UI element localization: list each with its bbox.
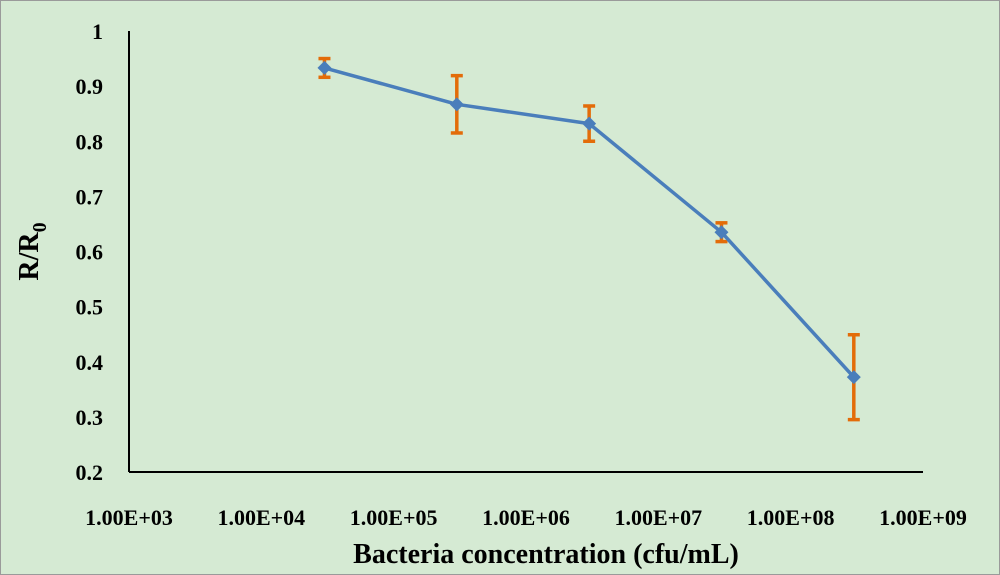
data-point bbox=[317, 60, 332, 75]
y-tick-label: 0.5 bbox=[76, 295, 104, 320]
y-axis-title: R/R0 bbox=[14, 222, 51, 280]
y-axis-title-subscript: 0 bbox=[29, 222, 51, 232]
y-tick-label: 0.3 bbox=[76, 405, 104, 430]
y-tick-label: 1 bbox=[92, 19, 103, 44]
y-tick-label: 0.4 bbox=[76, 350, 104, 375]
x-tick-label: 1.00E+06 bbox=[482, 505, 570, 530]
data-point bbox=[714, 225, 729, 240]
x-tick-label: 1.00E+07 bbox=[614, 505, 702, 530]
data-markers bbox=[317, 60, 861, 385]
x-tick-labels: 1.00E+03 1.00E+04 1.00E+05 1.00E+06 1.00E+07… bbox=[85, 505, 967, 530]
x-tick-label: 1.00E+04 bbox=[217, 505, 305, 530]
y-tick-label: 0.8 bbox=[76, 129, 104, 154]
x-tick-label: 1.00E+09 bbox=[879, 505, 967, 530]
y-tick-label: 0.2 bbox=[76, 460, 104, 485]
y-axis-title-main: R/R bbox=[14, 232, 45, 281]
y-tick-label: 0.7 bbox=[76, 184, 104, 209]
x-tick-label: 1.00E+05 bbox=[350, 505, 438, 530]
data-point bbox=[582, 116, 597, 131]
data-point bbox=[846, 370, 861, 385]
axes bbox=[128, 31, 923, 473]
y-tick-labels: 0.2 0.3 0.4 0.5 0.6 0.7 0.8 0.9 1 bbox=[76, 19, 104, 485]
data-point bbox=[449, 97, 464, 112]
y-tick-label: 0.6 bbox=[76, 240, 104, 265]
x-tick-label: 1.00E+03 bbox=[85, 505, 173, 530]
y-tick-label: 0.9 bbox=[76, 74, 104, 99]
error-bars bbox=[318, 56, 860, 422]
x-axis-title: Bacteria concentration (cfu/mL) bbox=[353, 539, 739, 570]
x-tick-label: 1.00E+08 bbox=[747, 505, 835, 530]
